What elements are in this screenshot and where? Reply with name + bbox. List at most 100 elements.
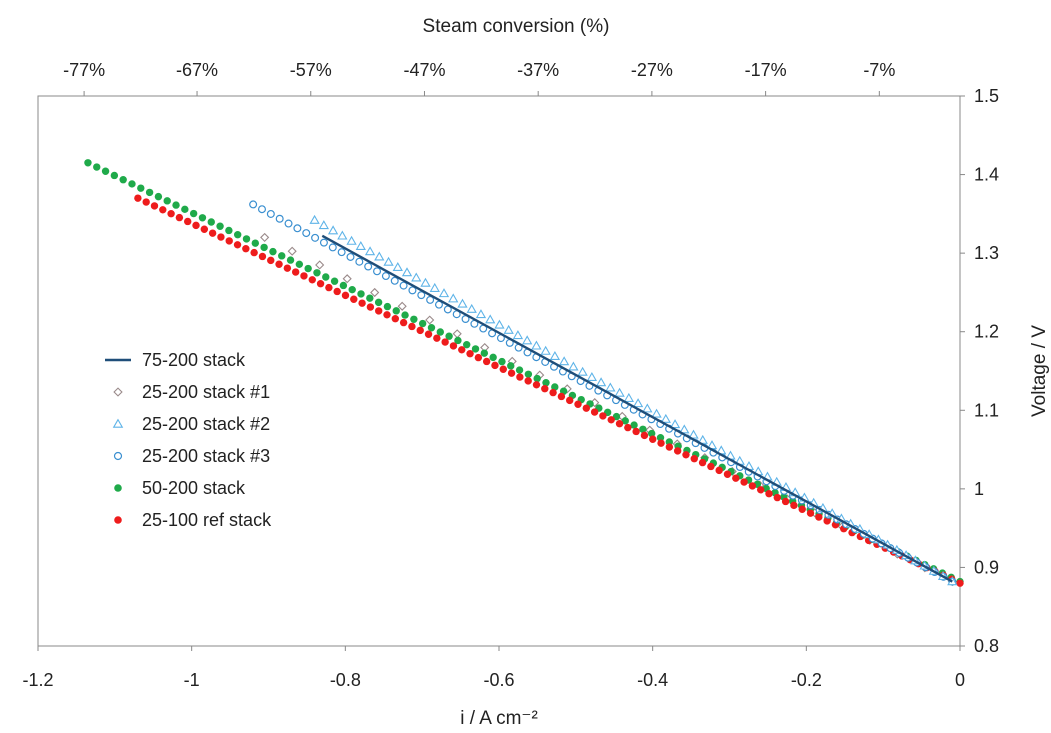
y-tick-label: 1.1 — [974, 400, 999, 420]
data-point — [656, 434, 665, 442]
y-tick-label: 1 — [974, 479, 984, 499]
legend-item: 25-100 ref stack — [114, 510, 272, 530]
top-tick-label: -77% — [63, 60, 105, 80]
data-point — [480, 349, 489, 357]
data-point — [381, 272, 390, 281]
data-point — [524, 370, 533, 378]
data-point — [512, 330, 524, 340]
data-point — [167, 209, 175, 218]
data-point — [688, 429, 699, 439]
data-point — [542, 379, 550, 387]
data-point — [574, 400, 582, 408]
legend-item: 25-200 stack #2 — [112, 414, 270, 434]
data-point — [342, 274, 352, 284]
data-point — [275, 260, 283, 268]
data-point — [383, 302, 392, 311]
data-point — [154, 192, 163, 201]
data-point — [330, 277, 339, 285]
data-point — [216, 222, 224, 230]
y-axis: 0.8 0.9 1 1.1 1.2 1.3 1.4 1.5 — [960, 86, 999, 656]
data-point — [445, 332, 453, 340]
data-point — [383, 256, 394, 266]
data-point — [522, 335, 533, 345]
data-point — [408, 286, 417, 295]
data-point — [568, 361, 579, 371]
data-point — [249, 200, 258, 209]
y-tick-label: 0.8 — [974, 636, 999, 656]
top-tick-label: -27% — [631, 60, 673, 80]
data-point — [698, 458, 707, 467]
data-point — [260, 232, 270, 243]
data-point — [260, 243, 268, 252]
plot-frame — [37, 95, 961, 647]
data-point — [605, 382, 616, 392]
data-point — [485, 314, 496, 324]
data-point — [295, 260, 304, 269]
data-point — [507, 362, 515, 370]
data-point — [373, 267, 382, 276]
data-point — [364, 262, 373, 271]
x-tick-label: 0 — [955, 670, 965, 690]
legend-label: 25-200 stack #3 — [142, 446, 270, 466]
data-point — [424, 330, 433, 338]
plot-series — [84, 159, 964, 587]
legend-item: 25-200 stack #3 — [113, 446, 270, 466]
data-point — [250, 248, 258, 257]
data-point — [207, 218, 215, 226]
data-point — [640, 431, 649, 440]
data-point — [586, 371, 598, 381]
data-point — [337, 248, 346, 257]
data-point — [119, 176, 127, 184]
data-point — [647, 429, 656, 438]
data-point — [355, 241, 366, 251]
data-point — [145, 188, 154, 197]
data-point — [286, 256, 295, 264]
data-point — [515, 366, 524, 374]
data-point — [416, 326, 424, 335]
data-point — [163, 197, 171, 205]
data-point — [101, 167, 110, 175]
y-tick-label: 1.2 — [974, 322, 999, 342]
data-point — [313, 269, 321, 277]
x-axis: -1.2 -1 -0.8 -0.6 -0.4 -0.2 0 — [22, 646, 965, 690]
data-point — [142, 198, 150, 206]
data-point — [781, 497, 790, 506]
legend-label: 25-200 stack #2 — [142, 414, 270, 434]
data-point — [466, 349, 474, 358]
data-point — [639, 425, 647, 433]
data-point — [370, 287, 380, 298]
data-point — [682, 451, 690, 459]
data-point — [773, 493, 782, 502]
data-point — [524, 377, 532, 385]
data-point — [181, 205, 189, 214]
data-point — [715, 466, 723, 475]
data-point — [318, 220, 329, 230]
data-point — [411, 272, 422, 282]
data-point — [540, 345, 551, 355]
data-point — [723, 470, 732, 478]
data-point — [475, 309, 487, 319]
top-tick-label: -67% — [176, 60, 218, 80]
legend-swatch — [114, 484, 122, 492]
data-point — [375, 307, 383, 315]
legend-item: 25-200 stack #1 — [113, 382, 270, 402]
data-point — [425, 315, 435, 325]
data-point — [482, 357, 491, 366]
top-axis: -77% -67% -57% -47% -37% -27% -17% -7% — [63, 60, 895, 96]
data-point — [284, 219, 293, 228]
data-point — [392, 307, 400, 315]
y-tick-label: 1.3 — [974, 243, 999, 263]
data-point — [233, 230, 242, 239]
data-point — [433, 334, 441, 342]
data-point — [660, 413, 671, 423]
data-point — [449, 342, 458, 350]
data-point — [532, 381, 541, 389]
data-point — [184, 217, 192, 226]
data-point — [128, 180, 136, 188]
data-point — [275, 214, 284, 223]
data-point — [300, 272, 308, 280]
data-point — [642, 403, 653, 413]
data-point — [798, 505, 806, 513]
data-point — [595, 377, 607, 387]
data-point — [339, 281, 348, 290]
